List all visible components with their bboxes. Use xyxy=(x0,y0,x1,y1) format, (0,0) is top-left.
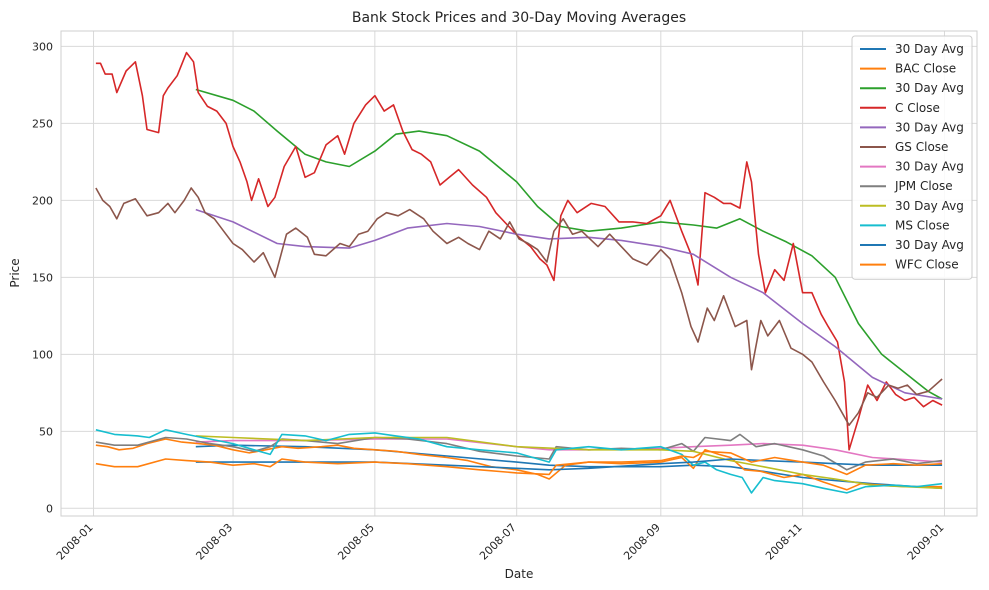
x-tick-label: 2008-07 xyxy=(477,521,519,563)
series-line-7 xyxy=(95,433,943,471)
x-tick-label: 2008-03 xyxy=(193,521,235,563)
legend-label: 30 Day Avg xyxy=(895,160,964,174)
x-tick-label: 2008-11 xyxy=(763,521,805,563)
x-tick-label: 2009-01 xyxy=(905,521,947,563)
y-tick-label: 300 xyxy=(32,40,53,53)
plot-frame xyxy=(60,30,978,517)
series-line-6 xyxy=(195,438,943,463)
x-tick-label: 2008-05 xyxy=(335,521,377,563)
y-tick-label: 50 xyxy=(39,425,53,438)
y-tick-label: 200 xyxy=(32,194,53,207)
series-line-0 xyxy=(195,444,943,490)
y-tick-label: 150 xyxy=(32,271,53,284)
legend-label: 30 Day Avg xyxy=(895,81,964,95)
legend: 30 Day Avg BAC Close 30 Day Avg C Close 30 D… xyxy=(851,35,973,280)
legend-label: BAC Close xyxy=(895,62,956,76)
legend-label: 30 Day Avg xyxy=(895,199,964,213)
x-axis-label: Date xyxy=(505,567,534,581)
axis-ticks: 0 50 100 150 200 250 300 2008-01 2008-03 2008-05 2… xyxy=(32,40,947,562)
chart-title: Bank Stock Prices and 30-Day Moving Aver… xyxy=(352,10,686,26)
legend-box xyxy=(851,35,973,280)
legend-label: JPM Close xyxy=(894,179,953,193)
series-line-10 xyxy=(195,458,943,471)
legend-label: C Close xyxy=(895,101,940,115)
legend-label: MS Close xyxy=(895,218,949,232)
legend-label: GS Close xyxy=(895,140,948,154)
y-tick-label: 100 xyxy=(32,348,53,361)
series-line-3 xyxy=(95,51,943,451)
x-tick-label: 2008-01 xyxy=(54,521,96,563)
series-line-2 xyxy=(195,88,943,400)
y-tick-label: 0 xyxy=(46,502,53,515)
y-tick-label: 250 xyxy=(32,117,53,130)
legend-label: 30 Day Avg xyxy=(895,42,964,56)
legend-label: 30 Day Avg xyxy=(895,238,964,252)
y-axis-label: Price xyxy=(8,258,22,287)
legend-label: WFC Close xyxy=(895,258,959,272)
series-line-11 xyxy=(95,450,943,476)
series-line-4 xyxy=(195,208,943,400)
series-lines xyxy=(95,51,943,494)
x-tick-label: 2008-09 xyxy=(621,521,663,563)
series-line-9 xyxy=(95,429,943,494)
series-line-5 xyxy=(95,187,943,426)
legend-label: 30 Day Avg xyxy=(895,120,964,134)
